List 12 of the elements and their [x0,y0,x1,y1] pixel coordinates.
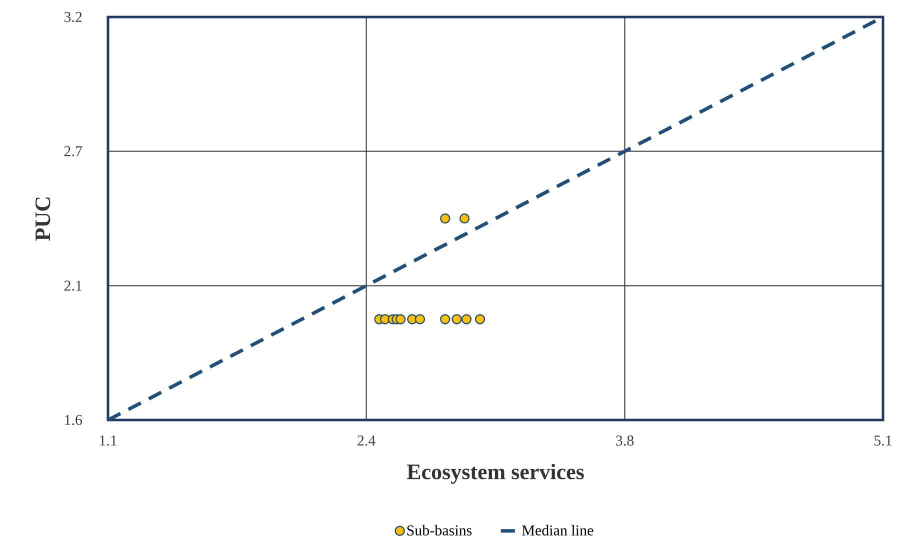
x-tick-label: 5.1 [874,436,892,446]
y-axis-title: PUC [35,198,50,241]
x-tick-label: 2.4 [358,436,376,446]
y-tick-label: 1.6 [65,414,82,426]
y-tick-label: 2.1 [64,280,82,291]
legend-label: Sub-basins [407,524,472,536]
x-tick-label: 3.8 [616,436,634,446]
y-tick-label: 3.2 [64,12,82,22]
legend-label: Median line [522,524,594,536]
x-axis-title: Ecosystem services [406,464,584,484]
x-tick-label: 1.1 [100,436,116,446]
y-tick-label: 2.7 [64,146,82,156]
